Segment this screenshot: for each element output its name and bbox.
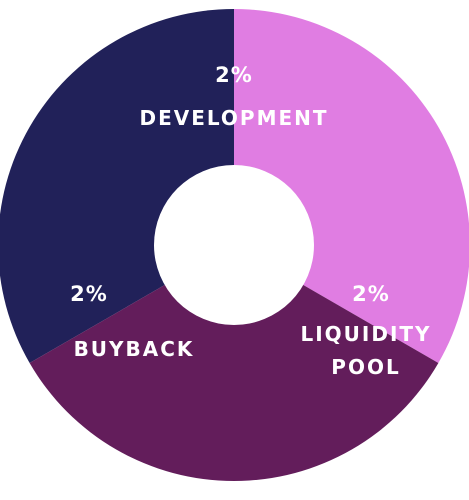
- slice-development-value-label: 2%: [215, 63, 253, 87]
- slice-buyback-name-label: BUYBACK: [74, 337, 195, 361]
- donut-slices: [0, 9, 469, 481]
- slice-buyback: [29, 245, 439, 481]
- donut-hole: [154, 165, 314, 325]
- slice-liquidity-pool-name-label-line2: POOL: [331, 355, 400, 379]
- slice-buyback-value-label: 2%: [70, 282, 108, 306]
- slice-development-name-label: DEVELOPMENT: [139, 106, 328, 130]
- slice-liquidity-pool-value-label: 2%: [352, 282, 390, 306]
- slice-liquidity-pool-name-label-line1: LIQUIDITY: [300, 322, 431, 346]
